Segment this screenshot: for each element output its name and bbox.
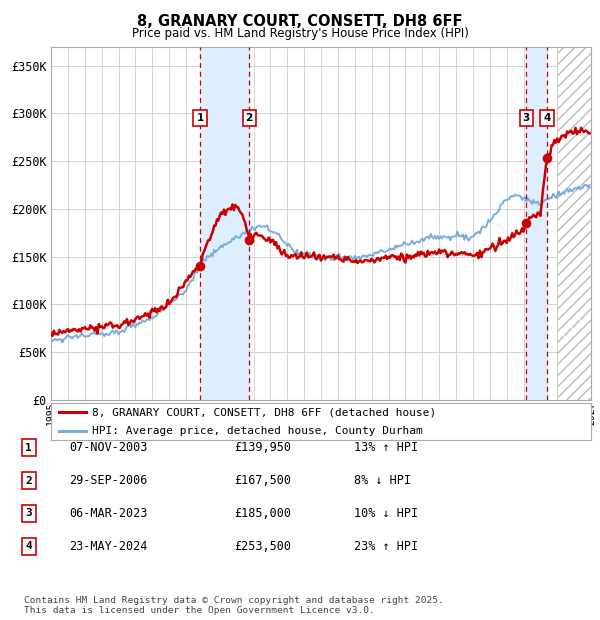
Bar — [526, 46, 547, 400]
Text: 23-MAY-2024: 23-MAY-2024 — [69, 540, 148, 552]
Text: Contains HM Land Registry data © Crown copyright and database right 2025.
This d: Contains HM Land Registry data © Crown c… — [24, 596, 444, 615]
Bar — [557, 46, 591, 400]
Text: 29-SEP-2006: 29-SEP-2006 — [69, 474, 148, 487]
Text: 1: 1 — [196, 113, 203, 123]
Text: £139,950: £139,950 — [234, 441, 291, 454]
Text: 4: 4 — [25, 541, 32, 551]
Text: 4: 4 — [543, 113, 551, 123]
Bar — [200, 46, 249, 400]
Text: HPI: Average price, detached house, County Durham: HPI: Average price, detached house, Coun… — [91, 426, 422, 436]
Text: £185,000: £185,000 — [234, 507, 291, 520]
Text: 07-NOV-2003: 07-NOV-2003 — [69, 441, 148, 454]
Bar — [557, 46, 591, 400]
Text: 1: 1 — [25, 443, 32, 453]
Text: £253,500: £253,500 — [234, 540, 291, 552]
Text: 3: 3 — [25, 508, 32, 518]
Text: 8, GRANARY COURT, CONSETT, DH8 6FF: 8, GRANARY COURT, CONSETT, DH8 6FF — [137, 14, 463, 29]
Text: 3: 3 — [523, 113, 530, 123]
Text: Price paid vs. HM Land Registry's House Price Index (HPI): Price paid vs. HM Land Registry's House … — [131, 27, 469, 40]
Text: 06-MAR-2023: 06-MAR-2023 — [69, 507, 148, 520]
Text: £167,500: £167,500 — [234, 474, 291, 487]
Text: 10% ↓ HPI: 10% ↓ HPI — [354, 507, 418, 520]
Text: 23% ↑ HPI: 23% ↑ HPI — [354, 540, 418, 552]
Text: 8% ↓ HPI: 8% ↓ HPI — [354, 474, 411, 487]
Text: 13% ↑ HPI: 13% ↑ HPI — [354, 441, 418, 454]
Text: 2: 2 — [245, 113, 253, 123]
Text: 2: 2 — [25, 476, 32, 485]
Text: 8, GRANARY COURT, CONSETT, DH8 6FF (detached house): 8, GRANARY COURT, CONSETT, DH8 6FF (deta… — [91, 407, 436, 417]
